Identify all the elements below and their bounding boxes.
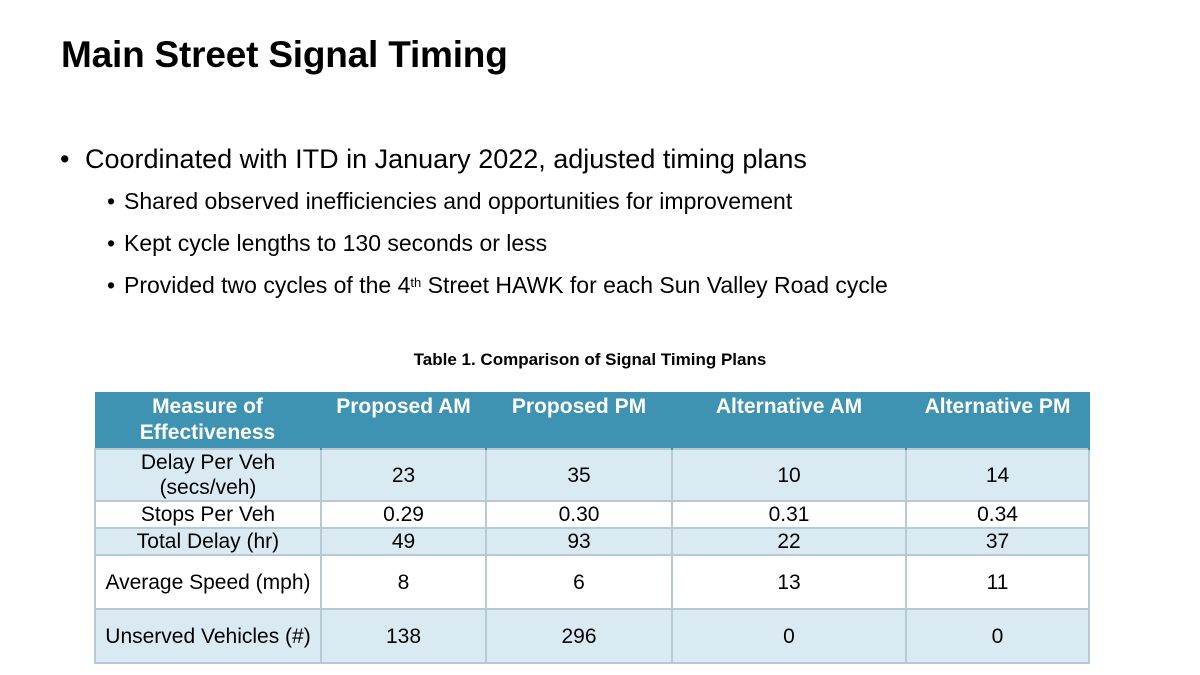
table-cell: 10 <box>671 448 907 502</box>
bullet-glyph: • <box>107 272 116 298</box>
table-row: Total Delay (hr) 49 93 22 37 <box>94 527 1090 556</box>
bullet-glyph: • <box>107 230 116 256</box>
bullet-text: Coordinated with ITD in January 2022, ad… <box>85 144 807 174</box>
table-cell: 0.29 <box>320 500 487 529</box>
table-row: Unserved Vehicles (#) 138 296 0 0 <box>94 608 1090 664</box>
sub-bullet-text: Provided two cycles of the 4th Street HA… <box>124 264 888 306</box>
table-cell: 14 <box>905 448 1090 502</box>
row-label: Average Speed (mph) <box>94 554 322 610</box>
table-cell: 37 <box>905 527 1090 556</box>
row-label: Stops Per Veh <box>94 500 322 529</box>
row-label: Delay Per Veh (secs/veh) <box>94 448 322 502</box>
table-cell: 49 <box>320 527 487 556</box>
sub-bullet-text-part: Street HAWK for each Sun Valley Road cyc… <box>421 272 888 298</box>
table-header-row: Measure of Effectiveness Proposed AM Pro… <box>95 392 1090 449</box>
table-cell: 0.31 <box>671 500 907 529</box>
table-caption: Table 1. Comparison of Signal Timing Pla… <box>413 350 767 369</box>
column-header: Measure of Effectiveness <box>95 392 322 449</box>
table-row: Average Speed (mph) 8 6 13 11 <box>94 554 1090 610</box>
table-row: Delay Per Veh (secs/veh) 23 35 10 14 <box>94 448 1090 502</box>
table-cell: 93 <box>485 527 673 556</box>
table-cell: 23 <box>320 448 487 502</box>
table-cell: 296 <box>485 608 673 664</box>
row-label: Total Delay (hr) <box>94 527 322 556</box>
table-cell: 0.30 <box>485 500 673 529</box>
row-label: Unserved Vehicles (#) <box>94 608 322 664</box>
slide-title: Main Street Signal Timing <box>61 34 508 75</box>
table-cell: 35 <box>485 448 673 502</box>
table-cell: 11 <box>905 554 1090 610</box>
ordinal-superscript: th <box>410 275 422 290</box>
table-cell: 0 <box>671 608 907 664</box>
table-row: Stops Per Veh 0.29 0.30 0.31 0.34 <box>94 500 1090 529</box>
sub-bullet-item: • Shared observed inefficiencies and opp… <box>107 180 1160 222</box>
sub-bullet-text: Shared observed inefficiencies and oppor… <box>124 188 793 214</box>
sub-bullet-item: • Kept cycle lengths to 130 seconds or l… <box>107 222 1160 264</box>
column-header: Proposed PM <box>486 392 673 449</box>
table-cell: 0.34 <box>905 500 1090 529</box>
sub-bullet-text: Kept cycle lengths to 130 seconds or les… <box>124 230 548 256</box>
column-header: Proposed AM <box>321 392 487 449</box>
table-cell: 138 <box>320 608 487 664</box>
table-cell: 0 <box>905 608 1090 664</box>
sub-bullet-item: • Provided two cycles of the 4th Street … <box>107 264 1160 306</box>
bullet-list: • Coordinated with ITD in January 2022, … <box>60 140 1160 306</box>
table-cell: 22 <box>671 527 907 556</box>
signal-timing-table: Measure of Effectiveness Proposed AM Pro… <box>94 392 1090 664</box>
table-cell: 8 <box>320 554 487 610</box>
table-cell: 13 <box>671 554 907 610</box>
bullet-glyph: • <box>107 188 116 214</box>
column-header: Alternative AM <box>672 392 907 449</box>
sub-bullet-text-part: Provided two cycles of the 4 <box>124 272 411 298</box>
table-cell: 6 <box>485 554 673 610</box>
bullet-item: • Coordinated with ITD in January 2022, … <box>60 140 1160 178</box>
bullet-glyph: • <box>60 144 70 174</box>
column-header: Alternative PM <box>906 392 1090 449</box>
